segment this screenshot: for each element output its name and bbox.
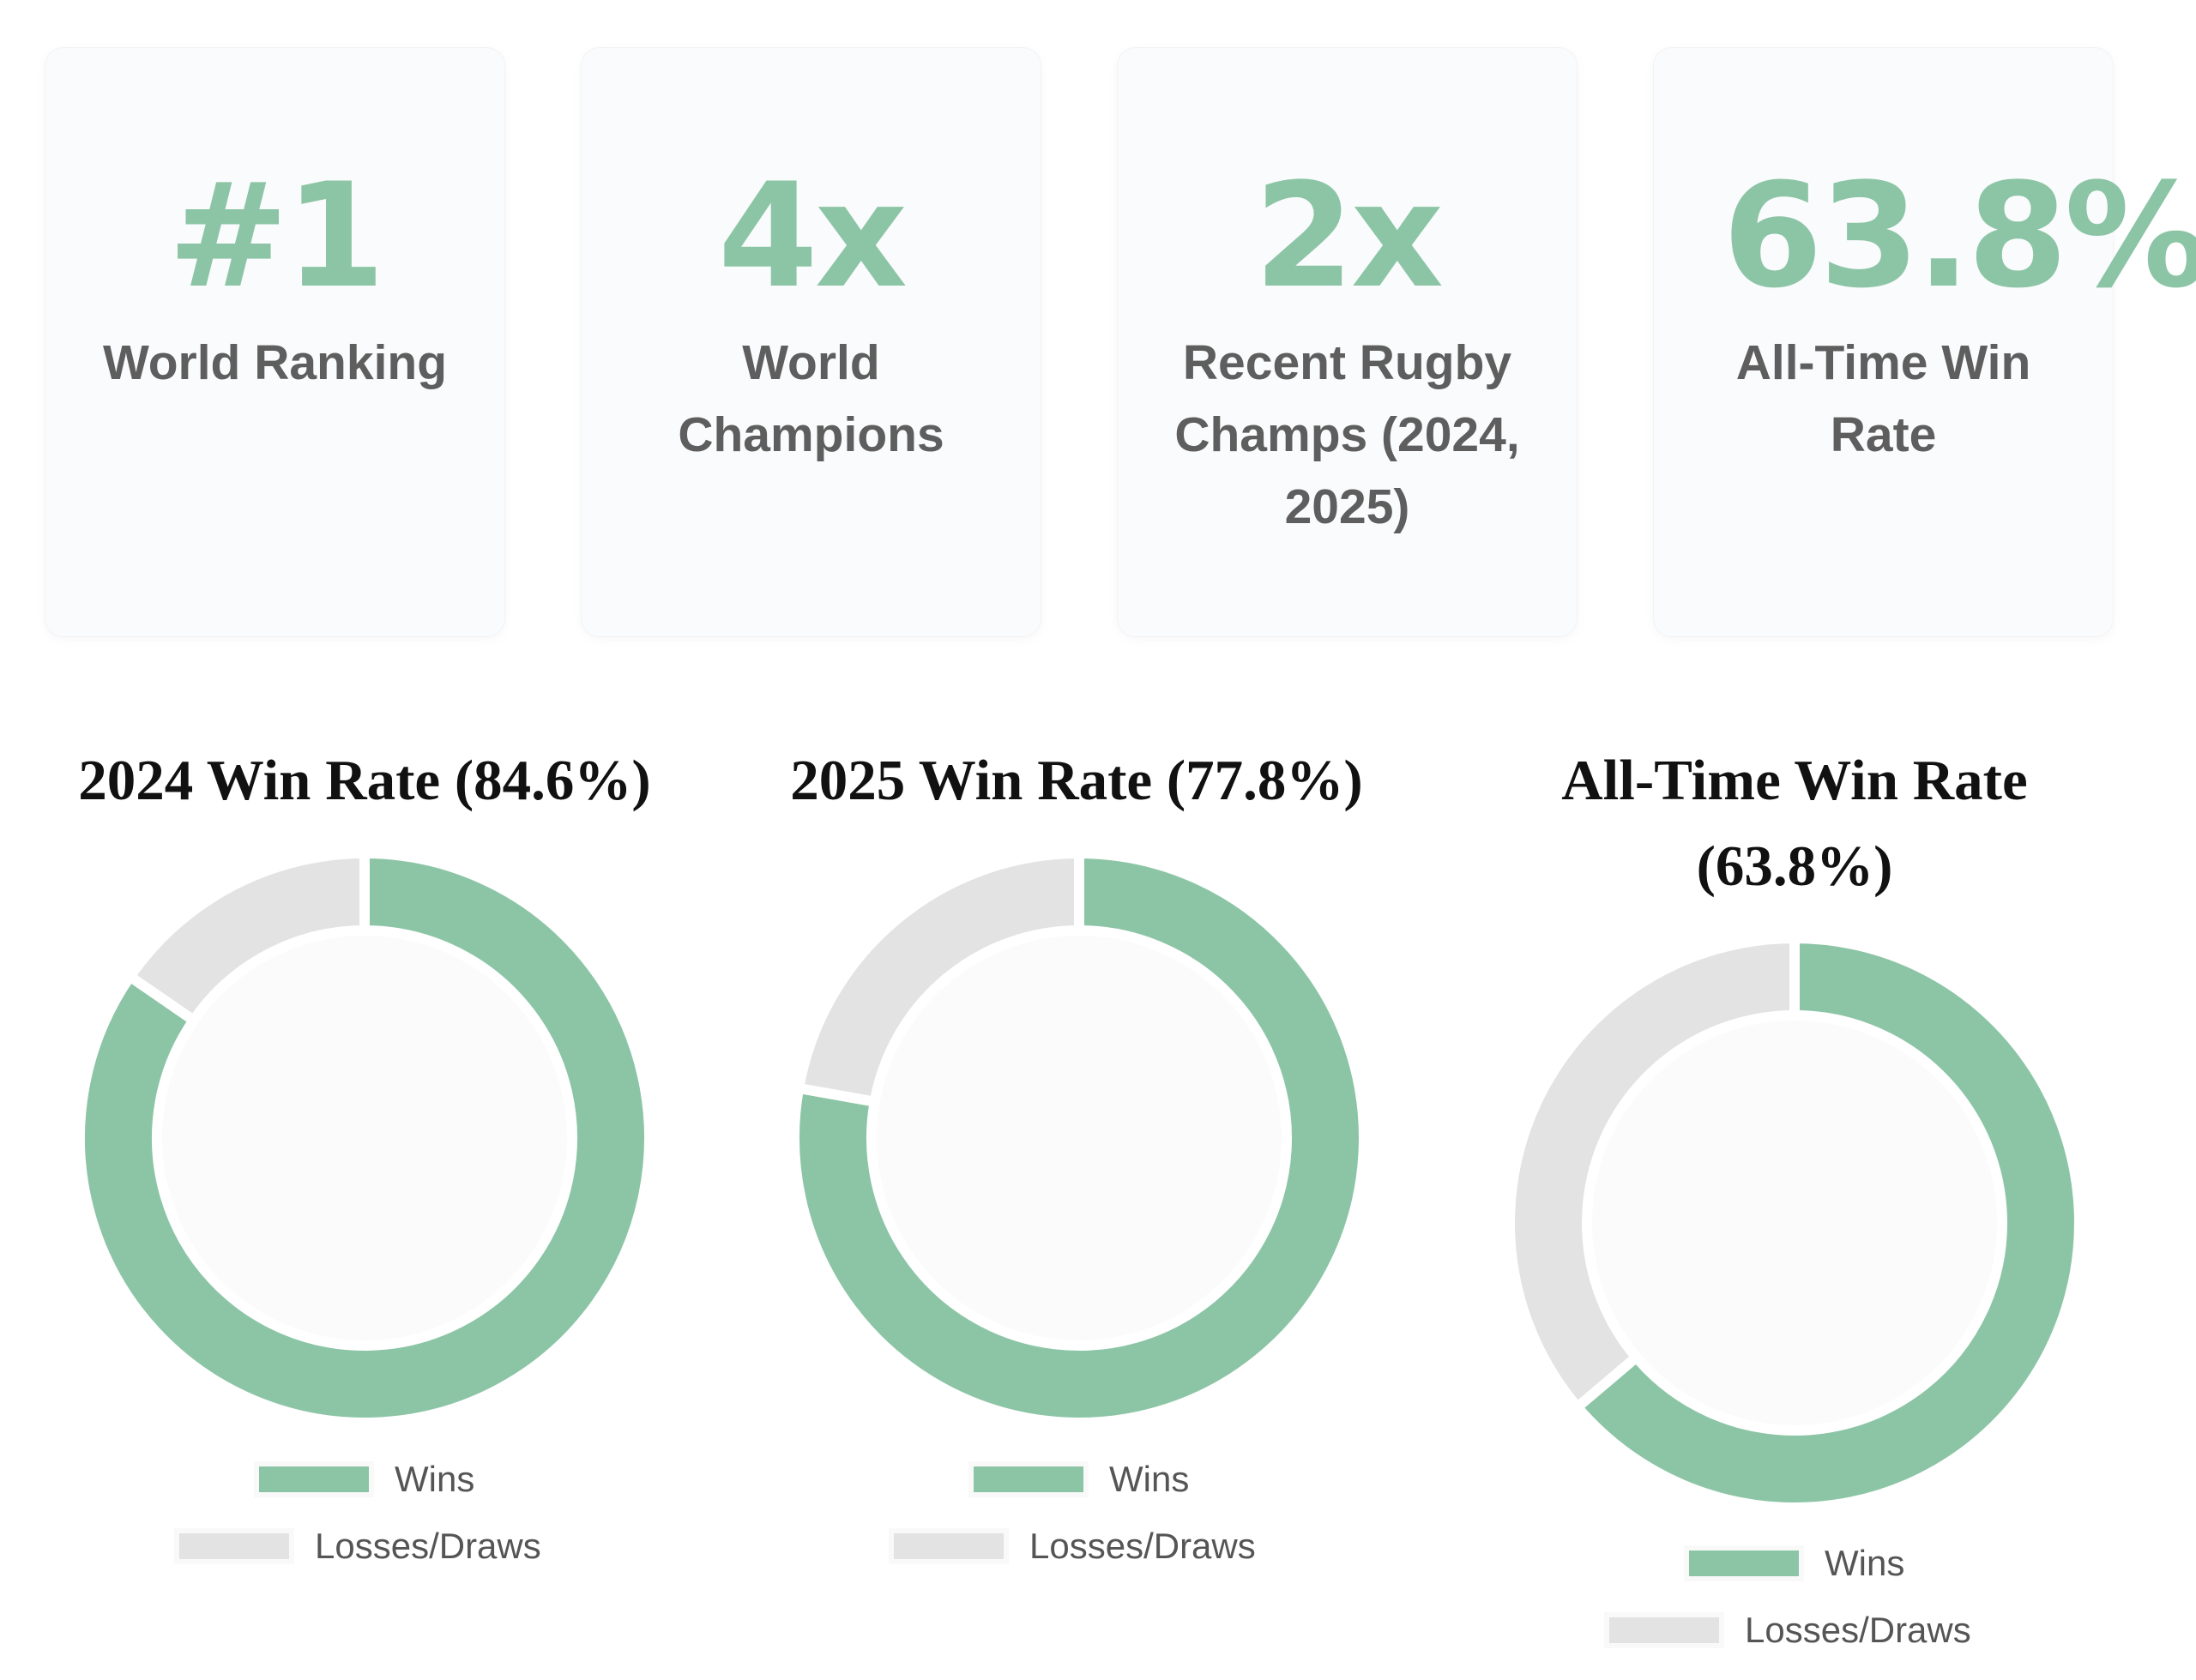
stat-label: World Ranking [102, 335, 448, 390]
donut-chart [1505, 932, 2084, 1513]
donut-slice-losses [793, 847, 1084, 1108]
legend-label: Losses/Draws [1029, 1526, 1256, 1566]
stat-card-world-champions: 4x World Champions [581, 47, 1041, 637]
legend-swatch-losses [179, 1533, 289, 1559]
legend-label: Losses/Draws [1745, 1610, 1971, 1650]
donut-slice-losses [1505, 932, 1800, 1415]
stat-label: All-Time Win Rate [1735, 335, 2031, 462]
legend-swatch-losses [894, 1533, 1004, 1559]
stat-value: 2x [1253, 152, 1444, 320]
chart-title: 2025 Win Rate (77.8%) [790, 749, 1363, 812]
legend-label: Wins [1109, 1459, 1190, 1499]
stat-value: 4x [717, 152, 908, 320]
donut-chart [789, 847, 1369, 1428]
donut-slice-wins [789, 847, 1369, 1428]
chart-title: 2024 Win Rate (84.6%) [78, 749, 651, 812]
donut-chart [75, 847, 655, 1428]
stat-label: Recent Rugby Champs (2024, 2025) [1174, 335, 1520, 534]
legend-swatch-wins [259, 1466, 369, 1492]
legend-swatch-wins [974, 1466, 1083, 1492]
stat-label: World Champions [678, 335, 944, 462]
donut-slice-wins [1570, 932, 2084, 1513]
legend-swatch-losses [1609, 1617, 1719, 1643]
chart-title: All-Time Win Rate (63.8%) [1561, 749, 2028, 898]
stat-card-recent-champs: 2x Recent Rugby Champs (2024, 2025) [1117, 47, 1578, 637]
legend-label: Wins [1825, 1543, 1905, 1583]
donut-slice-wins [75, 847, 655, 1428]
legend-swatch-wins [1689, 1551, 1799, 1576]
stat-card-all-time-win-rate: 63.8% All-Time Win Rate [1653, 47, 2196, 637]
legend-label: Wins [395, 1459, 475, 1499]
legend-label: Losses/Draws [315, 1526, 541, 1566]
stat-value: 63.8% [1722, 152, 2196, 320]
stat-value: #1 [167, 152, 386, 320]
donut-slice-losses [123, 847, 370, 1028]
stat-card-world-ranking: #1 World Ranking [45, 47, 505, 637]
